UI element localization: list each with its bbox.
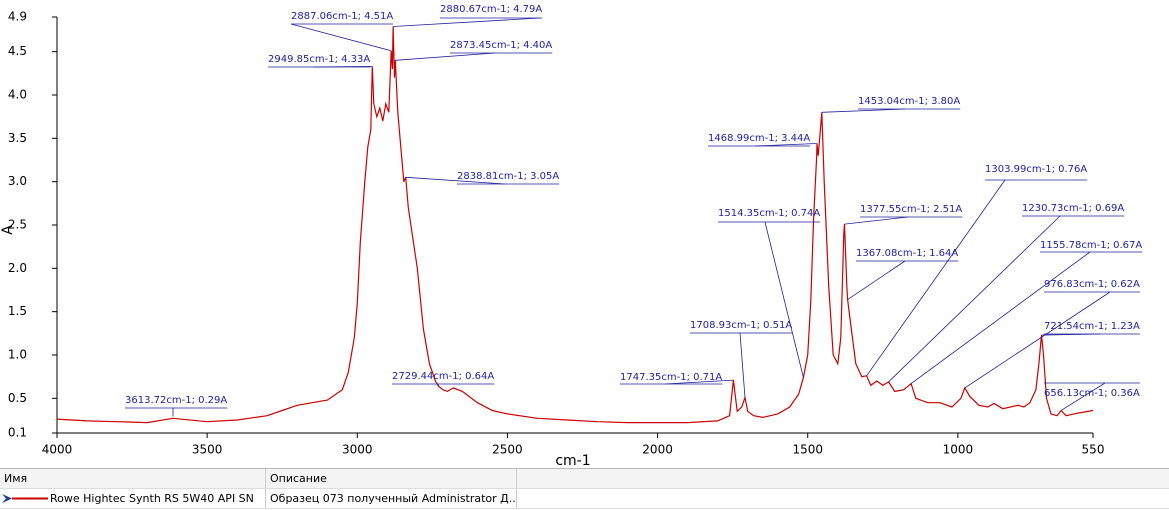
header-cell: Имя: [0, 469, 266, 488]
annotation-label: 1453.04cm-1; 3.80A: [858, 96, 960, 107]
y-tick-label: 2.0: [8, 261, 27, 275]
header-cell: Описание: [266, 469, 517, 488]
x-tick-label: 4000: [42, 443, 73, 457]
y-tick-label: 3.5: [8, 131, 27, 145]
table-row[interactable]: Rowe Hightec Synth RS 5W40 API SN Образе…: [0, 489, 1169, 509]
annotation-label: 1230.73cm-1; 0.69A: [1022, 203, 1124, 214]
annotation-label: 1367.08cm-1; 1.64A: [856, 248, 958, 259]
y-tick-label: 1.5: [8, 304, 27, 318]
header-row: Имя Описание: [0, 469, 1169, 489]
x-tick-label: 2000: [642, 443, 673, 457]
annotation-label: 2838.81cm-1; 3.05A: [457, 171, 559, 182]
annotation-leader: [740, 333, 745, 397]
y-tick-label: 2.5: [8, 218, 27, 232]
annotation-label: 1708.93cm-1; 0.51A: [690, 320, 792, 331]
arrow-icon: [2, 494, 12, 503]
x-tick-label: 2500: [492, 443, 523, 457]
spectrum-line: [57, 27, 1093, 423]
y-tick-label: 0.5: [8, 391, 27, 405]
annotation-leader: [765, 222, 803, 378]
y-tick-label: 4.0: [8, 88, 27, 102]
chart: cm-1 A 0.10.51.01.52.02.53.03.54.04.54.9…: [0, 0, 1169, 468]
annotation-leader: [848, 261, 905, 300]
annotation-leader: [889, 216, 1060, 382]
annotation-label: 1468.99cm-1; 3.44A: [708, 133, 810, 144]
annotation-label: 1155.78cm-1; 0.67A: [1040, 240, 1142, 251]
annotation-label: 2873.45cm-1; 4.40A: [450, 40, 552, 51]
y-tick-label: 3.0: [8, 174, 27, 188]
annotation-label: 1747.35cm-1; 0.71A: [620, 372, 722, 383]
annotation-label: 2880.67cm-1; 4.79A: [440, 4, 542, 15]
annotation-leader: [291, 24, 391, 51]
annotation-label: 2729.44cm-1; 0.64A: [392, 371, 494, 382]
y-tick-label: 0.1: [8, 426, 27, 440]
annotation-leader: [393, 18, 540, 27]
annotation-label: 656.13cm-1; 0.36A: [1044, 388, 1140, 399]
name-cell: Rowe Hightec Synth RS 5W40 API SN: [46, 489, 266, 508]
x-tick-label: 3500: [192, 443, 223, 457]
annotation-leader: [844, 217, 908, 224]
x-axis-label: cm-1: [555, 453, 590, 468]
annotation-label: 2949.85cm-1; 4.33A: [268, 54, 370, 65]
annotation-label: 721.54cm-1; 1.23A: [1044, 321, 1140, 332]
x-tick-label: 1000: [943, 443, 974, 457]
annotation-label: 1377.55cm-1; 2.51A: [860, 204, 962, 215]
annotation-leader: [395, 53, 495, 60]
x-tick-label: 550: [1082, 443, 1105, 457]
x-tick-label: 3000: [342, 443, 373, 457]
table: Имя Описание Rowe Hightec Synth RS 5W40 …: [0, 468, 1169, 510]
y-tick-label: 4.9: [8, 10, 27, 24]
annotation-label: 3613.72cm-1; 0.29A: [125, 395, 227, 406]
x-tick-label: 1500: [792, 443, 823, 457]
y-tick-label: 4.5: [8, 44, 27, 58]
annotation-label: 2887.06cm-1; 4.51A: [291, 11, 393, 22]
y-tick-label: 1.0: [8, 348, 27, 362]
row-icon: [0, 489, 48, 508]
annotation-label: 1514.35cm-1; 0.74A: [718, 208, 820, 219]
annotation-label: 976.83cm-1; 0.62A: [1044, 279, 1140, 290]
annotation-label: 1303.99cm-1; 0.76A: [985, 164, 1087, 175]
annotation-leader: [822, 109, 905, 112]
description-cell: Образец 073 полученный Administrator Д..…: [266, 489, 517, 508]
